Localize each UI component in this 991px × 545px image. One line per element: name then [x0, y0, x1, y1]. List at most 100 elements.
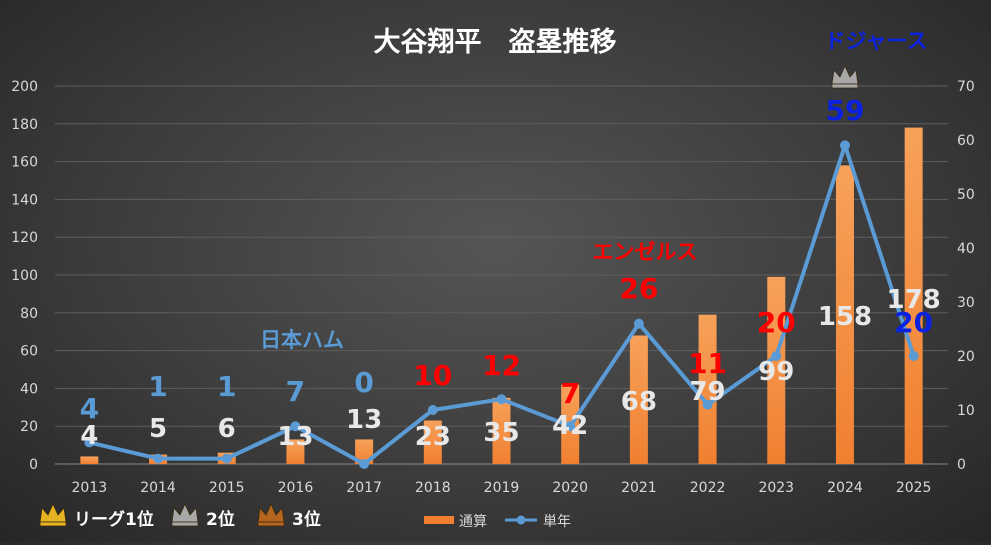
bar-value-label: 158 — [818, 302, 872, 332]
y-left-tick-label: 20 — [20, 419, 38, 435]
y-right-tick-label: 70 — [957, 79, 975, 95]
x-tick-label: 2013 — [72, 480, 108, 496]
team-annotations: 日本ハム エンゼルス ドジャース — [260, 29, 927, 352]
bar-value-label: 99 — [758, 357, 794, 387]
bar-value-label: 13 — [277, 422, 313, 452]
crown-icon — [831, 65, 859, 89]
x-tick-label: 2022 — [690, 480, 726, 496]
line-point-2024 — [839, 140, 850, 151]
line-point-2014 — [153, 453, 164, 464]
x-tick-label: 2025 — [896, 480, 932, 496]
x-axis: 2013 2014 2015 2016 2017 2018 2019 2020 2021 2022… — [72, 480, 932, 496]
line-point-2020 — [565, 421, 576, 432]
x-tick-label: 2014 — [140, 480, 176, 496]
bar-value-label: 68 — [621, 387, 657, 417]
legend-bar-label: 通算 — [459, 514, 487, 530]
line-value-label: 59 — [825, 94, 864, 127]
y-left-tick-label: 80 — [20, 306, 38, 322]
y-axis-right: 0 10 20 30 40 50 60 70 — [957, 79, 975, 473]
x-tick-label: 2023 — [758, 480, 794, 496]
bar-value-label: 178 — [887, 285, 941, 315]
y-left-tick-label: 60 — [20, 344, 38, 360]
crown-legend-label: リーグ1位 — [74, 509, 154, 530]
line-point-2017 — [359, 459, 370, 469]
bar-series — [80, 127, 923, 464]
annotation-nippon-ham: 日本ハム — [260, 328, 344, 352]
y-right-tick-label: 30 — [957, 295, 975, 311]
annotation-dodgers: ドジャース — [825, 29, 928, 53]
bar-2019 — [492, 397, 511, 464]
bar-value-label: 13 — [346, 405, 382, 435]
legend-bar-swatch — [424, 516, 454, 524]
line-value-label: 1 — [217, 370, 236, 403]
bar-value-label: 23 — [415, 422, 451, 452]
y-right-tick-label: 40 — [957, 241, 975, 257]
bar-2021 — [629, 335, 648, 464]
line-value-label: 20 — [894, 306, 933, 339]
x-tick-label: 2015 — [209, 480, 245, 496]
bar-2016 — [286, 439, 305, 464]
bar-value-label: 35 — [483, 418, 519, 448]
line-value-label: 20 — [757, 306, 796, 339]
line-point-2015 — [221, 453, 232, 464]
line-value-label: 7 — [560, 377, 579, 410]
line-value-label: 1 — [148, 370, 167, 403]
x-tick-label: 2024 — [827, 480, 863, 496]
line-point-2021 — [633, 318, 644, 329]
x-tick-label: 2021 — [621, 480, 657, 496]
crown-legend-icon — [257, 503, 285, 527]
bar-2024 — [835, 165, 854, 464]
crown-legend: リーグ1位 2位 3位 — [39, 503, 321, 530]
line-point-2013 — [84, 437, 95, 448]
line-value-label: 0 — [354, 366, 373, 399]
line-value-label: 26 — [619, 272, 658, 305]
legend-line-label: 単年 — [543, 514, 571, 530]
line-point-2018 — [427, 405, 438, 415]
x-tick-label: 2019 — [484, 480, 520, 496]
y-left-tick-label: 100 — [11, 268, 38, 284]
bar-2023 — [767, 276, 786, 464]
y-left-tick-label: 200 — [11, 79, 38, 95]
x-tick-label: 2020 — [552, 480, 588, 496]
bar-value-label: 6 — [218, 414, 236, 444]
line-value-label: 12 — [482, 349, 521, 382]
chart-title: 大谷翔平 盗塁推移 — [374, 27, 617, 58]
y-axis-left: 0 20 40 60 80 100 120 140 160 180 200 — [11, 79, 38, 473]
legend-line-marker — [516, 515, 526, 525]
line-value-label: 7 — [286, 375, 305, 408]
annotation-angels: エンゼルス — [593, 240, 698, 264]
x-tick-label: 2017 — [346, 480, 382, 496]
y-left-tick-label: 180 — [11, 117, 38, 133]
bar-value-label: 79 — [689, 377, 725, 407]
y-left-tick-label: 40 — [20, 381, 38, 397]
y-right-tick-label: 50 — [957, 187, 975, 203]
line-point-2022 — [702, 399, 713, 410]
bar-2022 — [698, 314, 717, 464]
bar-2017 — [355, 439, 374, 464]
line-value-label: 4 — [80, 392, 99, 425]
crown-legend-label: 2位 — [206, 509, 235, 530]
x-tick-label: 2018 — [415, 480, 451, 496]
y-left-tick-label: 0 — [29, 457, 38, 473]
crown-legend-icon — [171, 503, 199, 527]
y-right-tick-label: 20 — [957, 349, 975, 365]
y-right-tick-label: 0 — [957, 457, 966, 473]
line-value-label: 10 — [413, 359, 452, 392]
bar-2013 — [80, 456, 99, 464]
crown-markers — [831, 65, 859, 89]
y-right-tick-label: 10 — [957, 403, 975, 419]
line-point-2023 — [771, 351, 782, 361]
bar-2025 — [904, 127, 923, 464]
crown-legend-icon — [39, 503, 67, 527]
crown-legend-label: 3位 — [292, 509, 321, 530]
line-series — [84, 140, 919, 469]
line-point-2019 — [496, 394, 507, 405]
bar-value-label: 42 — [552, 411, 588, 441]
y-right-tick-label: 60 — [957, 133, 975, 149]
bar-value-label: 5 — [149, 414, 167, 444]
legend: 通算 単年 — [424, 514, 571, 530]
bar-value-label: 4 — [80, 421, 98, 451]
y-left-tick-label: 160 — [11, 155, 38, 171]
